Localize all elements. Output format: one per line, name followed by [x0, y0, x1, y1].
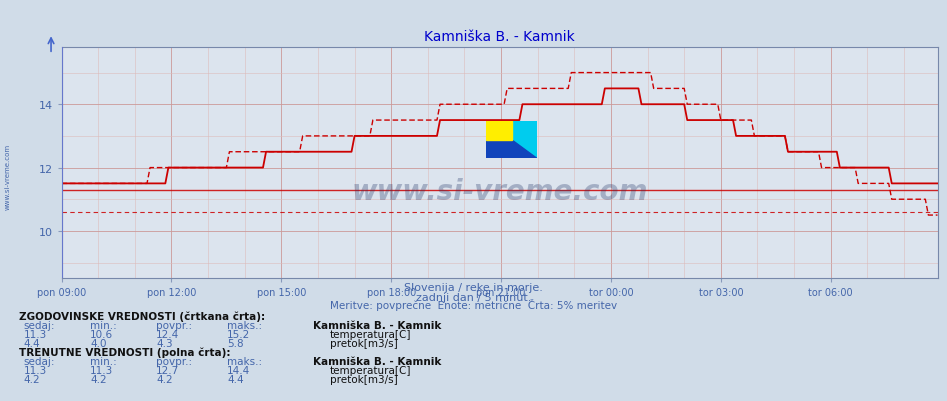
Text: sedaj:: sedaj: — [24, 320, 55, 330]
Text: ZGODOVINSKE VREDNOSTI (črtkana črta):: ZGODOVINSKE VREDNOSTI (črtkana črta): — [19, 310, 265, 321]
Text: maks.:: maks.: — [227, 356, 262, 367]
Polygon shape — [487, 122, 537, 159]
Text: temperatura[C]: temperatura[C] — [330, 365, 411, 375]
Text: 4.2: 4.2 — [156, 374, 173, 384]
Bar — [487, 122, 511, 140]
Text: pretok[m3/s]: pretok[m3/s] — [330, 374, 398, 384]
Text: www.si-vreme.com: www.si-vreme.com — [5, 144, 10, 209]
Text: povpr.:: povpr.: — [156, 356, 192, 367]
Text: 15.2: 15.2 — [227, 329, 251, 339]
Text: min.:: min.: — [90, 320, 116, 330]
Text: 4.2: 4.2 — [24, 374, 41, 384]
Text: 4.2: 4.2 — [90, 374, 107, 384]
Text: 12.4: 12.4 — [156, 329, 180, 339]
Text: Slovenija / reke in morje.: Slovenija / reke in morje. — [404, 283, 543, 293]
Text: zadnji dan / 5 minut.: zadnji dan / 5 minut. — [416, 292, 531, 302]
Text: temperatura[C]: temperatura[C] — [330, 329, 411, 339]
Text: 11.3: 11.3 — [90, 365, 114, 375]
Text: Kamniška B. - Kamnik: Kamniška B. - Kamnik — [313, 320, 441, 330]
Text: Meritve: povprečne  Enote: metrične  Črta: 5% meritev: Meritve: povprečne Enote: metrične Črta:… — [330, 298, 617, 310]
Text: 4.3: 4.3 — [156, 338, 173, 348]
Text: 10.6: 10.6 — [90, 329, 113, 339]
Text: povpr.:: povpr.: — [156, 320, 192, 330]
Text: 14.4: 14.4 — [227, 365, 251, 375]
Text: maks.:: maks.: — [227, 320, 262, 330]
Text: 4.4: 4.4 — [24, 338, 41, 348]
Title: Kamniška B. - Kamnik: Kamniška B. - Kamnik — [424, 30, 575, 44]
Text: www.si-vreme.com: www.si-vreme.com — [351, 177, 648, 205]
Text: TRENUTNE VREDNOSTI (polna črta):: TRENUTNE VREDNOSTI (polna črta): — [19, 347, 230, 357]
Text: 11.3: 11.3 — [24, 329, 47, 339]
Text: 4.0: 4.0 — [90, 338, 106, 348]
Text: sedaj:: sedaj: — [24, 356, 55, 367]
Text: Kamniška B. - Kamnik: Kamniška B. - Kamnik — [313, 356, 441, 367]
Polygon shape — [511, 122, 537, 159]
Text: min.:: min.: — [90, 356, 116, 367]
Text: 12.7: 12.7 — [156, 365, 180, 375]
Text: 4.4: 4.4 — [227, 374, 244, 384]
Text: 11.3: 11.3 — [24, 365, 47, 375]
Text: pretok[m3/s]: pretok[m3/s] — [330, 338, 398, 348]
Text: 5.8: 5.8 — [227, 338, 244, 348]
